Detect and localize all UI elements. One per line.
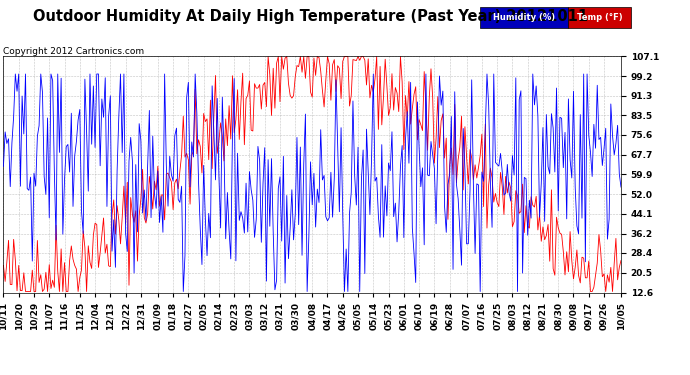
Text: Outdoor Humidity At Daily High Temperature (Past Year) 20121011: Outdoor Humidity At Daily High Temperatu… bbox=[33, 9, 588, 24]
Text: Humidity (%): Humidity (%) bbox=[493, 13, 555, 22]
Text: Copyright 2012 Cartronics.com: Copyright 2012 Cartronics.com bbox=[3, 47, 145, 56]
Text: Temp (°F): Temp (°F) bbox=[577, 13, 622, 22]
